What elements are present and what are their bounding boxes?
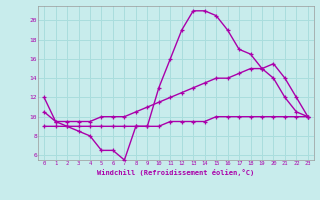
X-axis label: Windchill (Refroidissement éolien,°C): Windchill (Refroidissement éolien,°C) <box>97 169 255 176</box>
